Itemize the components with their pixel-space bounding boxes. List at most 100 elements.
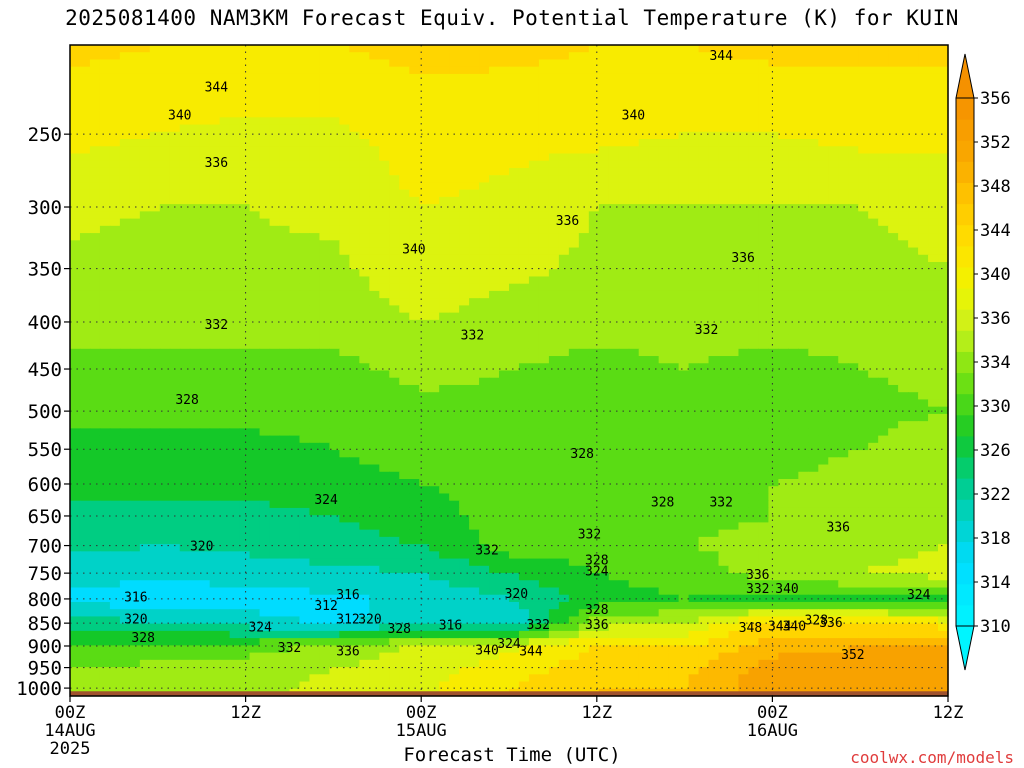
colorbar-band <box>956 393 974 416</box>
colorbar-label: 356 <box>980 89 1011 109</box>
colorbar-band <box>956 182 974 205</box>
contour-label: 340 <box>783 619 806 634</box>
contour-label: 332 <box>746 582 769 597</box>
y-tick-label: 550 <box>28 439 62 461</box>
contour-label: 336 <box>336 644 359 659</box>
colorbar-label: 334 <box>980 353 1011 373</box>
x-date-label: 14AUG <box>44 721 95 741</box>
chart-title: 2025081400 NAM3KM Forecast Equiv. Potent… <box>65 6 959 30</box>
colorbar-label: 340 <box>980 265 1011 285</box>
contour-label: 336 <box>205 156 228 171</box>
contour-label: 340 <box>622 109 645 124</box>
x-date-label: 15AUG <box>396 721 447 741</box>
x-axis-title: Forecast Time (UTC) <box>403 744 621 766</box>
colorbar-band <box>956 140 974 162</box>
contour-label: 340 <box>402 243 425 258</box>
y-tick-label: 600 <box>28 474 62 496</box>
colorbar-label: 322 <box>980 485 1011 505</box>
contour-label: 320 <box>505 587 528 602</box>
x-date-label: 16AUG <box>747 721 798 741</box>
colorbar-label: 310 <box>980 617 1011 637</box>
x-tick-label: 00Z <box>55 703 86 723</box>
x-tick-label: 00Z <box>406 703 437 723</box>
terrain-fill <box>70 691 948 696</box>
colorbar-label: 352 <box>980 133 1011 153</box>
colorbar-top-arrow <box>955 53 975 99</box>
contour-label: 352 <box>841 648 864 663</box>
contour-label: 324 <box>248 620 272 635</box>
colorbar-label: 344 <box>980 221 1011 241</box>
contour-label: 340 <box>775 582 798 597</box>
colorbar-band <box>956 98 974 120</box>
contour-label: 328 <box>388 622 411 637</box>
contour-label: 332 <box>527 618 550 633</box>
contour-label: 328 <box>585 554 608 569</box>
y-tick-label: 850 <box>28 613 62 635</box>
contour-label: 348 <box>739 621 762 636</box>
y-tick-label: 450 <box>28 359 62 381</box>
contour-label: 340 <box>168 109 191 124</box>
colorbar-band <box>956 562 974 585</box>
x-year-label: 2025 <box>50 739 91 759</box>
contour-label: 332 <box>278 641 301 656</box>
contour-label: 344 <box>519 644 543 659</box>
contour-label: 336 <box>827 520 850 535</box>
colorbar-band <box>956 457 974 479</box>
colorbar-label: 314 <box>980 573 1011 593</box>
colorbar-band <box>956 583 974 606</box>
colorbar-band <box>956 541 974 564</box>
ground-strip <box>70 691 948 696</box>
colorbar-band <box>956 478 974 500</box>
y-tick-label: 400 <box>28 312 62 334</box>
y-axis: 2503003504004505005506006507007508008509… <box>16 124 70 700</box>
colorbar-band <box>956 203 974 226</box>
colorbar-band <box>956 414 974 437</box>
y-tick-label: 650 <box>28 506 62 528</box>
colorbar-label: 326 <box>980 441 1011 461</box>
colorbar-label: 336 <box>980 309 1011 329</box>
contour-label: 344 <box>709 49 733 64</box>
contour-label: 332 <box>475 544 498 559</box>
contour-label: 332 <box>709 496 732 511</box>
contour-label: 320 <box>124 612 147 627</box>
colorbar-band <box>956 119 974 141</box>
contour-label: 332 <box>461 329 484 344</box>
colorbar-band <box>956 520 974 543</box>
contour-label: 316 <box>439 619 462 634</box>
colorbar-band <box>956 351 974 374</box>
contour-label: 336 <box>556 214 579 229</box>
contour-label: 344 <box>205 81 229 96</box>
contour-label: 336 <box>585 618 608 633</box>
contour-label: 324 <box>314 493 338 508</box>
colorbar-band <box>956 435 974 458</box>
colorbar-label: 348 <box>980 177 1011 197</box>
contour-label: 332 <box>205 318 228 333</box>
contour-label: 316 <box>336 588 359 603</box>
contour-label: 312 <box>314 599 337 614</box>
colorbar-band <box>956 266 974 289</box>
colorbar-band <box>956 224 974 247</box>
contour-label: 336 <box>819 616 842 631</box>
contour-label: 312 <box>336 612 359 627</box>
contour-label: 316 <box>124 590 147 605</box>
x-tick-label: 12Z <box>581 703 612 723</box>
colorbar: 310 314 318 322 326 330 334 336 340 344 348 352 356 <box>955 53 1011 671</box>
colorbar-band <box>956 288 974 310</box>
site-credit: coolwx.com/models <box>850 748 1014 767</box>
contour-label: 328 <box>585 603 608 618</box>
colorbar-band <box>956 309 974 331</box>
y-tick-label: 950 <box>28 658 62 680</box>
contour-label: 340 <box>475 644 498 659</box>
y-tick-label: 900 <box>28 636 62 658</box>
contour-label: 328 <box>805 613 828 628</box>
colorbar-band <box>956 499 974 521</box>
y-tick-label: 250 <box>28 124 62 146</box>
contour-label: 328 <box>175 393 198 408</box>
colorbar-label: 318 <box>980 529 1011 549</box>
contour-label: 320 <box>190 540 213 555</box>
y-tick-label: 800 <box>28 589 62 611</box>
x-tick-label: 12Z <box>230 703 261 723</box>
x-tick-label: 12Z <box>933 703 964 723</box>
